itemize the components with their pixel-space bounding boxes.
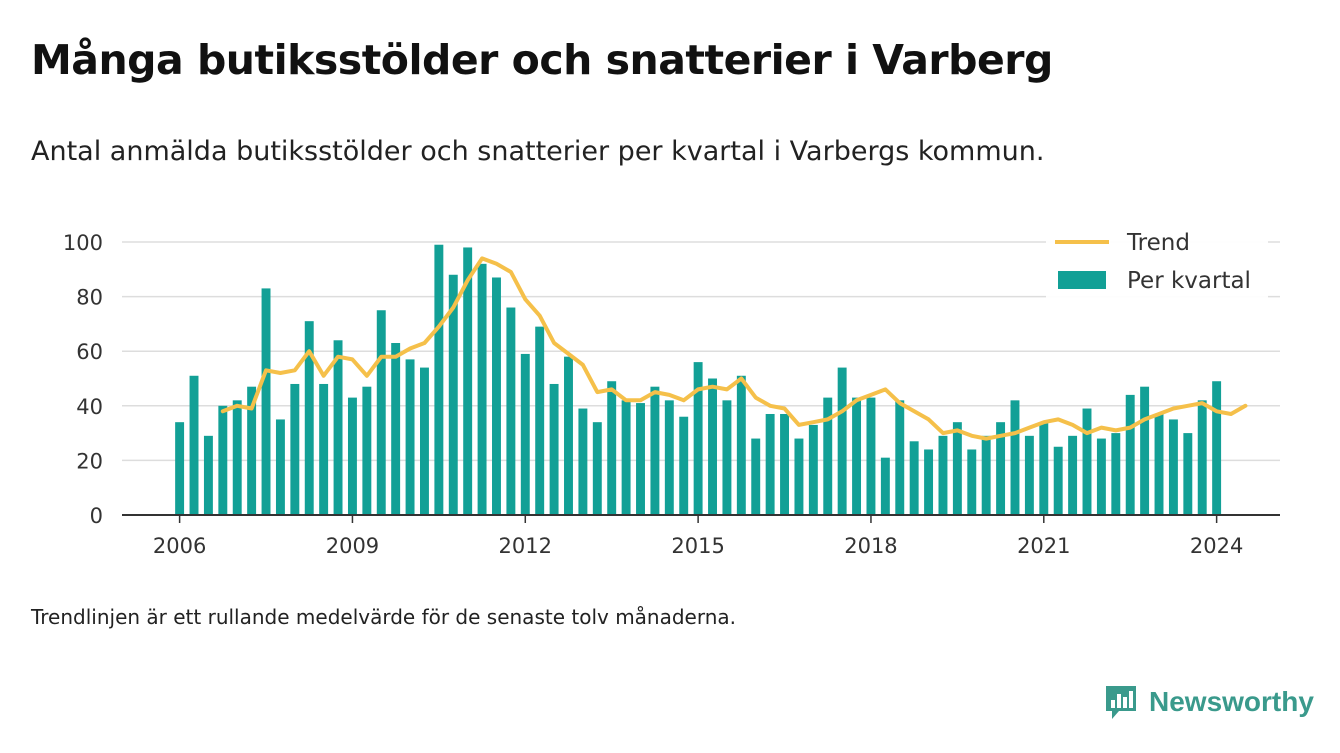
bar xyxy=(952,422,962,515)
bar xyxy=(405,359,415,515)
bar xyxy=(1082,408,1092,515)
bar xyxy=(1111,433,1121,515)
bar xyxy=(808,424,818,515)
bar xyxy=(564,356,573,515)
chart-title: Många butiksstölder och snatterier i Var… xyxy=(31,36,1053,84)
bar xyxy=(823,397,833,515)
bar xyxy=(391,343,401,515)
bar xyxy=(232,400,242,515)
bar xyxy=(247,386,257,515)
bar xyxy=(1010,400,1020,515)
y-tick-label: 20 xyxy=(76,449,103,473)
bar xyxy=(909,441,919,515)
bar xyxy=(592,422,602,515)
chart-subtitle: Antal anmälda butiksstölder och snatteri… xyxy=(31,136,1045,167)
legend-trend-label: Trend xyxy=(1126,230,1190,256)
x-tick-label: 2009 xyxy=(326,534,379,558)
bar xyxy=(290,383,300,515)
bar xyxy=(362,386,372,515)
bar xyxy=(679,416,689,515)
bar xyxy=(938,435,948,515)
bar xyxy=(1024,435,1034,515)
bar xyxy=(492,277,501,515)
bar xyxy=(376,310,386,515)
bar xyxy=(693,362,703,515)
x-tick-label: 2021 xyxy=(1017,534,1070,558)
bar xyxy=(189,375,199,515)
bar xyxy=(967,449,977,515)
bar xyxy=(1197,400,1207,515)
bar xyxy=(981,435,991,515)
bar xyxy=(1096,438,1106,515)
bar xyxy=(448,274,458,515)
bar xyxy=(1212,381,1222,515)
bar xyxy=(319,383,329,515)
bar xyxy=(203,435,213,515)
bar xyxy=(607,381,617,515)
x-tick-label: 2006 xyxy=(153,534,206,558)
bar xyxy=(1183,433,1193,515)
bar xyxy=(751,438,761,515)
bar xyxy=(650,386,660,515)
bar xyxy=(852,397,862,515)
y-tick-label: 0 xyxy=(90,504,103,528)
bar xyxy=(1068,435,1078,515)
bar xyxy=(708,378,717,515)
bar xyxy=(621,400,631,515)
bar xyxy=(304,321,314,515)
y-tick-label: 80 xyxy=(76,286,103,310)
bar xyxy=(924,449,934,515)
bar xyxy=(1154,413,1164,515)
bar xyxy=(175,422,185,515)
bar xyxy=(1039,422,1049,515)
bar xyxy=(765,413,775,515)
bar xyxy=(895,400,905,515)
x-tick-label: 2012 xyxy=(499,534,552,558)
bar xyxy=(996,422,1006,515)
chart: 0 20 40 60 80 100 2006 2009 2012 2015 2018 2021 2024… xyxy=(62,230,1280,558)
legend-bar-label: Per kvartal xyxy=(1127,268,1251,294)
bar xyxy=(1168,419,1178,515)
bar xyxy=(837,367,847,515)
bar xyxy=(434,244,444,516)
bar xyxy=(549,383,559,515)
bar xyxy=(218,405,228,515)
bar xyxy=(261,288,271,515)
bar xyxy=(275,419,285,515)
newsworthy-logo-icon xyxy=(1106,686,1136,719)
bar xyxy=(780,413,790,515)
bar xyxy=(506,307,516,515)
bar xyxy=(535,326,545,515)
x-tick-label: 2018 xyxy=(844,534,897,558)
y-tick-label: 100 xyxy=(63,231,103,255)
bar xyxy=(477,263,487,515)
brand-logo: Newsworthy xyxy=(1103,683,1314,721)
bar xyxy=(463,247,473,515)
bar xyxy=(664,400,674,515)
y-tick-label: 40 xyxy=(76,395,103,419)
bar xyxy=(347,397,357,515)
x-tick-label: 2015 xyxy=(671,534,724,558)
footnote: Trendlinjen är ett rullande medelvärde f… xyxy=(31,605,737,629)
bar xyxy=(794,438,804,515)
bar xyxy=(636,403,645,515)
legend-bar-swatch xyxy=(1058,271,1106,289)
bar xyxy=(333,340,343,515)
brand-name: Newsworthy xyxy=(1149,686,1314,717)
bar xyxy=(736,375,746,515)
bar xyxy=(1125,394,1135,515)
bar xyxy=(880,457,890,515)
bar xyxy=(578,408,588,515)
bar xyxy=(1140,386,1150,515)
y-tick-label: 60 xyxy=(76,340,103,364)
trend-line xyxy=(220,256,1248,441)
bar xyxy=(722,400,732,515)
x-tick-label: 2024 xyxy=(1190,534,1243,558)
bar xyxy=(520,353,530,515)
bar xyxy=(419,367,429,515)
bar xyxy=(866,397,876,515)
bar xyxy=(1053,446,1063,515)
